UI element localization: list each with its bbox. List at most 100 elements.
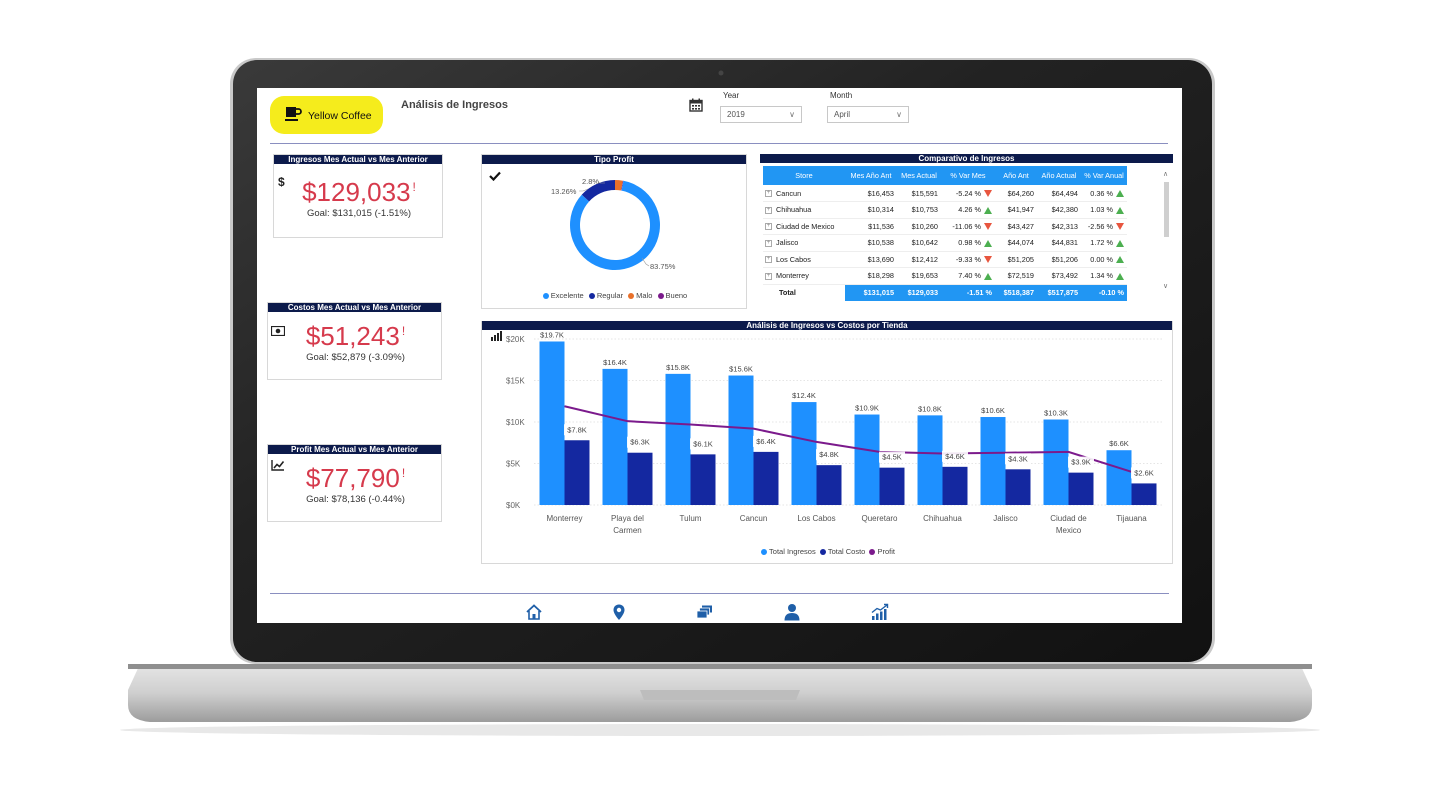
home-icon[interactable] — [525, 603, 543, 621]
column-header[interactable]: % Var Anual — [1081, 166, 1127, 185]
scroll-thumb[interactable] — [1164, 182, 1169, 237]
label-bg — [942, 450, 968, 462]
ingresos-costos-card[interactable]: Análisis de Ingresos vs Costos por Tiend… — [481, 321, 1173, 564]
cell-text: $18,298 — [867, 271, 894, 281]
bar-costo[interactable] — [1131, 483, 1157, 505]
column-header[interactable]: Store — [763, 166, 845, 185]
donut-slice-malo[interactable] — [615, 180, 623, 191]
bar-ingresos[interactable] — [539, 341, 565, 505]
bar-costo[interactable] — [627, 452, 653, 505]
legend-item[interactable]: Profit — [869, 547, 895, 556]
vertical-scrollbar[interactable]: ∧ ∨ — [1163, 170, 1171, 294]
bar-costo[interactable] — [690, 454, 716, 505]
donut-slice-regular[interactable] — [581, 180, 615, 202]
alert-icon: ! — [401, 466, 406, 480]
legend-item[interactable]: Total Ingresos — [761, 547, 816, 556]
column-header[interactable]: % Var Mes — [941, 166, 995, 185]
scroll-up-icon[interactable]: ∧ — [1163, 171, 1169, 178]
table-row[interactable]: + Chihuahua $10,314 $10,753 4.26 % $41,947 $42… — [763, 201, 1127, 219]
bar-costo[interactable] — [942, 466, 968, 505]
legend-item[interactable]: Regular — [588, 291, 624, 300]
table-row[interactable]: + Ciudad de Mexico $11,536 $10,260 -11.06 % $… — [763, 218, 1127, 235]
donut-slice-bueno[interactable] — [621, 180, 624, 191]
kpi-profit-card[interactable]: Profit Mes Actual vs Mes Anterior $77,79… — [267, 444, 442, 522]
bar-costo[interactable] — [1005, 469, 1031, 505]
kpi-value-text: $77,790 — [305, 463, 400, 493]
expand-row-icon[interactable]: + — [765, 206, 772, 214]
year-dropdown[interactable]: 2019 ∨ — [720, 106, 802, 123]
bar-ingresos[interactable] — [917, 415, 943, 505]
cell-text: $72,519 — [1007, 271, 1034, 281]
table-cell: -0.10 % — [1081, 284, 1127, 301]
bar-ingresos[interactable] — [602, 368, 628, 505]
expand-row-icon[interactable]: + — [765, 223, 772, 231]
bar-ingresos[interactable] — [665, 373, 691, 505]
label-bg — [1131, 467, 1157, 479]
table-row[interactable]: + Monterrey $18,298 $19,653 7.40 % $72,519 $73… — [763, 267, 1127, 285]
comparativo-card[interactable]: Comparativo de Ingresos Store Mes Año An… — [760, 154, 1173, 306]
dollar-icon: $ — [278, 175, 285, 189]
bar-ingresos[interactable] — [854, 414, 880, 505]
bar-costo[interactable] — [879, 467, 905, 505]
column-header[interactable]: Año Actual — [1037, 166, 1081, 185]
cell-text: $44,074 — [1007, 238, 1034, 248]
legend-label: Regular — [596, 291, 624, 300]
chevron-down-icon: ∨ — [789, 110, 795, 119]
location-pin-icon[interactable] — [610, 603, 628, 621]
label-bg — [879, 451, 905, 463]
store-name: Chihuahua — [776, 205, 812, 215]
brand-logo[interactable]: Yellow Coffee — [270, 96, 383, 134]
bar-costo[interactable] — [1068, 472, 1094, 505]
kpi-value: $51,243! — [268, 321, 443, 352]
table-cell: $10,260 — [897, 218, 941, 235]
month-dropdown[interactable]: April ∨ — [827, 106, 909, 123]
cards-icon[interactable] — [696, 603, 714, 621]
user-icon[interactable] — [783, 603, 801, 621]
tipo-profit-card[interactable]: Tipo Profit 2.8% 13.26% 83.75% Excelente… — [481, 154, 747, 309]
table-row[interactable]: + Cancun $16,453 $15,591 -5.24 % $64,260 $64,4… — [763, 185, 1127, 202]
growth-chart-icon[interactable] — [871, 603, 889, 621]
bar-ingresos[interactable] — [980, 417, 1006, 505]
table-cell: 1.72 % — [1081, 234, 1127, 252]
profit-line[interactable] — [564, 405, 1132, 473]
bar-ingresos[interactable] — [791, 402, 817, 505]
cell-text: 7.40 % — [958, 271, 981, 281]
legend-item[interactable]: Excelente — [542, 291, 584, 300]
table-row[interactable]: + Jalisco $10,538 $10,642 0.98 % $44,074 $44,8… — [763, 234, 1127, 252]
expand-row-icon[interactable]: + — [765, 190, 772, 198]
scroll-down-icon[interactable]: ∨ — [1163, 283, 1169, 290]
kpi-ingresos-card[interactable]: Ingresos Mes Actual vs Mes Anterior $ $1… — [273, 154, 443, 238]
table-cell: $41,947 — [995, 201, 1037, 219]
kpi-costos-card[interactable]: Costos Mes Actual vs Mes Anterior $51,24… — [267, 302, 442, 380]
legend-item[interactable]: Malo — [628, 291, 652, 300]
column-header[interactable]: Mes Año Ant — [845, 166, 897, 185]
column-header[interactable]: Año Ant — [995, 166, 1037, 185]
expand-row-icon[interactable]: + — [765, 256, 772, 264]
bar-costo[interactable] — [564, 440, 590, 505]
table-cell: + Monterrey — [763, 267, 845, 285]
x-category-label: Cancun — [740, 514, 768, 523]
kpi-value: $129,033! — [274, 177, 444, 208]
legend-dot — [542, 293, 549, 300]
legend-item[interactable]: Bueno — [657, 291, 687, 300]
table-cell: $10,753 — [897, 201, 941, 219]
bar-costo[interactable] — [753, 451, 779, 505]
bar-ingresos[interactable] — [1043, 419, 1069, 505]
column-header[interactable]: Mes Actual — [897, 166, 941, 185]
y-tick-label: $20K — [506, 335, 525, 344]
up-triangle-icon — [1116, 256, 1124, 264]
total-label-text: Total — [779, 288, 796, 297]
table-cell: $13,690 — [845, 251, 897, 268]
bar-ingresos[interactable] — [728, 375, 754, 505]
expand-row-icon[interactable]: + — [765, 239, 772, 247]
bar-label: $12.4K — [792, 391, 816, 400]
cell-text: 0.00 % — [1090, 254, 1113, 264]
bar-ingresos[interactable] — [1106, 450, 1132, 505]
expand-row-icon[interactable]: + — [765, 272, 772, 280]
table-cell: $51,206 — [1037, 251, 1081, 268]
legend-dot — [819, 549, 826, 556]
legend-item[interactable]: Total Costo — [819, 547, 865, 556]
chevron-down-icon: ∨ — [896, 110, 902, 119]
bar-costo[interactable] — [816, 465, 842, 505]
table-row[interactable]: + Los Cabos $13,690 $12,412 -9.33 % $51,205 $5… — [763, 251, 1127, 268]
